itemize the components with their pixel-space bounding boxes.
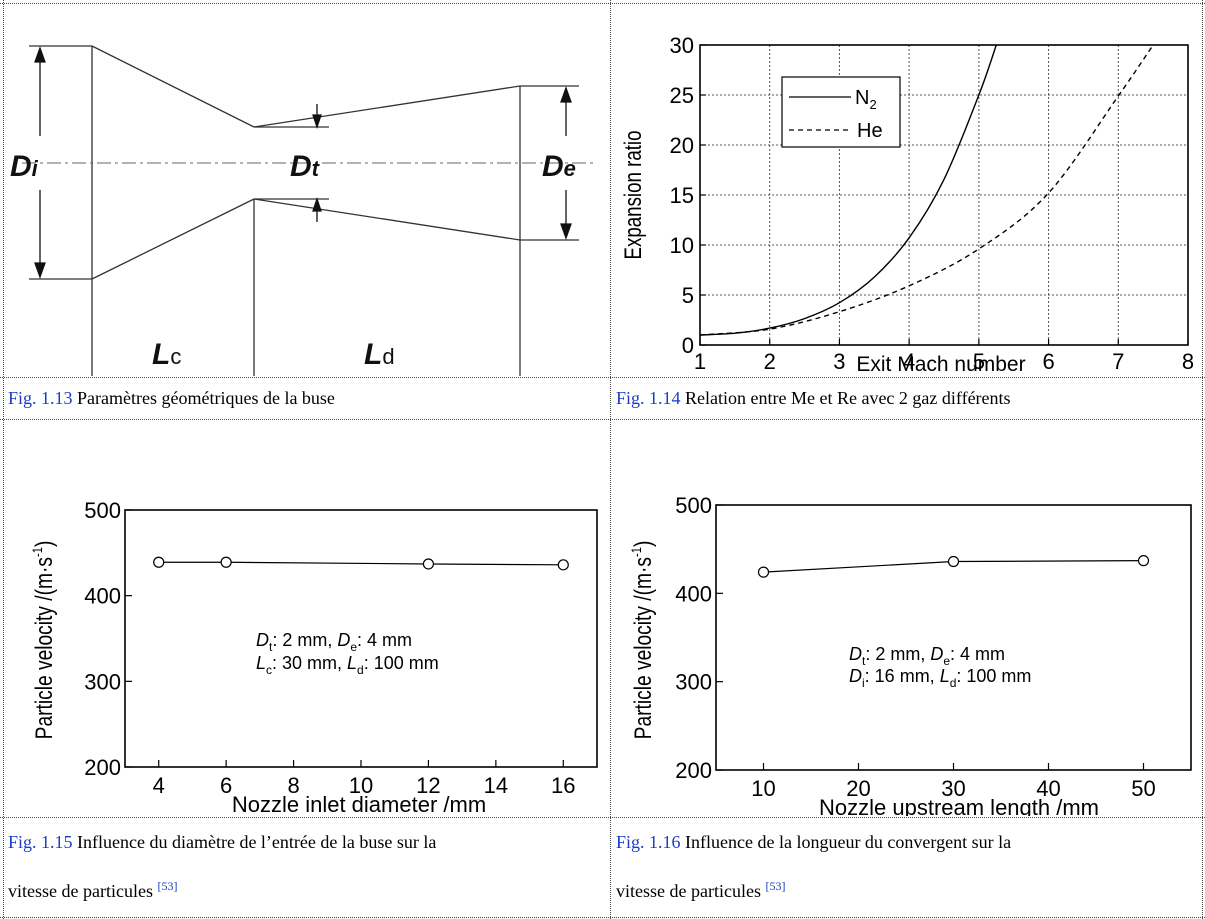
series-line bbox=[158, 561, 564, 566]
caption-fig-1-13: Fig. 1.13 Paramètres géométriques de la … bbox=[8, 388, 335, 408]
x-tick-label: 8 bbox=[287, 773, 299, 798]
y-tick-label: 0 bbox=[682, 333, 694, 358]
fig-ref-1-15[interactable]: Fig. 1.15 bbox=[8, 832, 73, 852]
x-tick-label: 8 bbox=[1182, 349, 1194, 374]
parameter-annotation: Dt: 2 mm, De: 4 mm Lc: 30 mm, Ld: 100 mm bbox=[256, 630, 439, 677]
y-tick-label: 400 bbox=[675, 581, 712, 606]
citation-53[interactable]: [53] bbox=[157, 879, 178, 893]
data-point bbox=[757, 566, 770, 578]
fig-ref-1-13[interactable]: Fig. 1.13 bbox=[8, 388, 73, 408]
legend-n2-label: N2 bbox=[855, 87, 877, 112]
x-tick-label: 2 bbox=[764, 349, 776, 374]
velocity-vs-inlet-diameter-cell: 4 6 8 10 12 14 16 200 300 400 500 Nozzle inlet dia… bbox=[4, 420, 609, 816]
y-axis-title: Particle velocity /(m·s-1) bbox=[30, 541, 58, 740]
data-point bbox=[557, 559, 569, 571]
table-divider bbox=[0, 377, 1205, 378]
y-tick-label: 20 bbox=[670, 133, 694, 158]
label-de: De bbox=[542, 150, 576, 183]
plot-frame bbox=[715, 504, 1192, 771]
x-tick-label: 10 bbox=[349, 773, 373, 798]
diverging-bottom bbox=[253, 198, 521, 241]
caption-fig-1-16: Fig. 1.16 Influence de la longueur du co… bbox=[616, 832, 1012, 901]
fig-ref-1-16[interactable]: Fig. 1.16 bbox=[616, 832, 681, 852]
x-tick-label: 30 bbox=[941, 776, 965, 801]
x-axis-title: Nozzle inlet diameter /mm bbox=[232, 792, 486, 816]
expansion-ratio-chart: 1 2 3 4 5 6 7 8 0 5 10 15 20 25 30 N2 He Exit Mach num… bbox=[620, 33, 1194, 376]
x-axis-title: Exit Mach number bbox=[856, 353, 1025, 376]
x-tick-label: 12 bbox=[416, 773, 440, 798]
label-di: Di bbox=[10, 150, 39, 183]
velocity-vs-inlet-diameter-chart: 4 6 8 10 12 14 16 200 300 400 500 Nozzle inlet dia… bbox=[30, 498, 598, 816]
table-border-right bbox=[1202, 0, 1203, 919]
svg-text:Dt: 2 mm, De: 4 mm: Dt: 2 mm, De: 4 mm bbox=[849, 644, 1005, 668]
y-tick-label: 400 bbox=[84, 584, 121, 609]
x-tick-label: 7 bbox=[1112, 349, 1124, 374]
x-tick-label: 10 bbox=[751, 776, 775, 801]
svg-text:Lc: 30 mm, Ld: 100 mm: Lc: 30 mm, Ld: 100 mm bbox=[256, 653, 439, 677]
y-tick-label: 10 bbox=[670, 233, 694, 258]
y-tick-label: 5 bbox=[682, 283, 694, 308]
x-axis-title: Nozzle upstream length /mm bbox=[819, 795, 1099, 816]
data-point bbox=[422, 558, 435, 570]
y-tick-label: 25 bbox=[670, 83, 694, 108]
x-tick-label: 16 bbox=[551, 773, 575, 798]
table-divider bbox=[0, 817, 1205, 818]
legend-he-label: He bbox=[857, 120, 883, 142]
label-dt: Dt bbox=[290, 150, 321, 183]
table-border-top bbox=[0, 3, 1205, 4]
y-tick-label: 15 bbox=[670, 183, 694, 208]
table-divider bbox=[0, 419, 1205, 420]
nozzle-diagram: Di Dt De Lc Ld bbox=[10, 45, 594, 376]
x-tick-label: 4 bbox=[903, 349, 915, 374]
x-tick-label: 5 bbox=[973, 349, 985, 374]
x-tick-label: 50 bbox=[1131, 776, 1155, 801]
y-axis-title: Particle velocity /(m·s-1) bbox=[629, 541, 657, 740]
x-tick-label: 20 bbox=[846, 776, 870, 801]
caption-fig-1-14: Fig. 1.14 Relation entre Me et Re avec 2… bbox=[616, 388, 1011, 408]
nozzle-diagram-cell: Di Dt De Lc Ld bbox=[4, 4, 609, 376]
x-tick-label: 6 bbox=[1042, 349, 1054, 374]
data-point bbox=[220, 556, 232, 568]
data-point bbox=[947, 555, 960, 568]
data-point bbox=[1137, 555, 1150, 567]
series-line-he bbox=[699, 44, 1154, 336]
x-tick-label: 3 bbox=[833, 349, 845, 374]
svg-text:Dt: 2 mm, De: 4 mm: Dt: 2 mm, De: 4 mm bbox=[256, 630, 412, 654]
converging-top bbox=[91, 45, 255, 128]
x-tick-label: 4 bbox=[153, 773, 165, 798]
y-axis-title: Expansion ratio bbox=[620, 130, 647, 259]
caption-fig-1-15: Fig. 1.15 Influence du diamètre de l’ent… bbox=[8, 832, 437, 901]
y-tick-label: 500 bbox=[84, 498, 121, 523]
label-lc: Lc bbox=[152, 338, 181, 371]
velocity-vs-upstream-length-cell: 10 20 30 40 50 200 300 400 500 Nozzle upstream l… bbox=[611, 420, 1201, 816]
y-tick-label: 200 bbox=[675, 758, 712, 783]
velocity-vs-upstream-length-chart: 10 20 30 40 50 200 300 400 500 Nozzle upstream l… bbox=[629, 493, 1192, 816]
y-tick-label: 300 bbox=[675, 670, 712, 695]
label-ld: Ld bbox=[364, 338, 395, 371]
chart-legend: N2 He bbox=[781, 76, 901, 148]
fig-ref-1-14[interactable]: Fig. 1.14 bbox=[616, 388, 681, 408]
y-tick-label: 200 bbox=[84, 755, 121, 780]
converging-bottom bbox=[91, 198, 255, 280]
x-tick-label: 14 bbox=[484, 773, 508, 798]
table-border-left bbox=[3, 0, 4, 919]
expansion-ratio-chart-cell: 1 2 3 4 5 6 7 8 0 5 10 15 20 25 30 N2 He Exit Mach num… bbox=[611, 4, 1201, 376]
svg-text:Di: 16 mm, Ld: 100 mm: Di: 16 mm, Ld: 100 mm bbox=[849, 666, 1031, 690]
table-column-divider bbox=[610, 0, 611, 919]
table-border-bottom bbox=[0, 917, 1205, 918]
x-tick-label: 40 bbox=[1036, 776, 1060, 801]
y-tick-label: 30 bbox=[670, 33, 694, 58]
diverging-top bbox=[253, 85, 521, 128]
x-tick-label: 1 bbox=[694, 349, 706, 374]
x-tick-label: 6 bbox=[220, 773, 232, 798]
data-point bbox=[153, 556, 165, 568]
citation-53[interactable]: [53] bbox=[765, 879, 786, 893]
parameter-annotation: Dt: 2 mm, De: 4 mm Di: 16 mm, Ld: 100 mm bbox=[849, 644, 1031, 690]
y-tick-label: 500 bbox=[675, 493, 712, 518]
y-tick-label: 300 bbox=[84, 669, 121, 694]
